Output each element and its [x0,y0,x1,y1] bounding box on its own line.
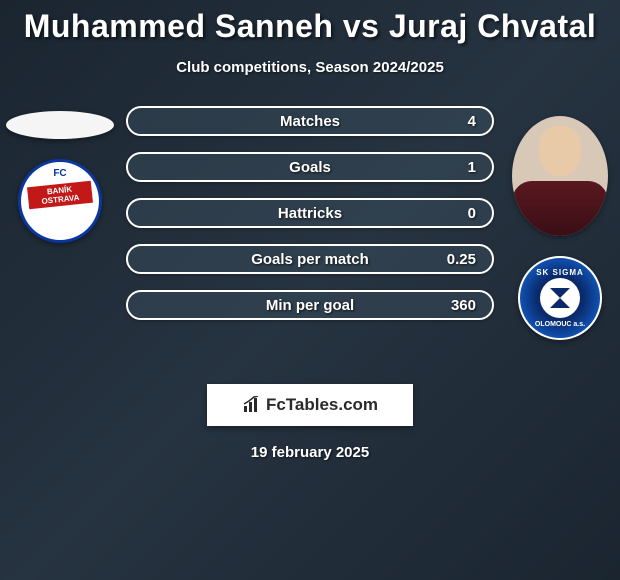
stat-row-gpm: Goals per match 0.25 [126,244,494,274]
stat-label: Min per goal [266,297,354,314]
stat-value: 4 [468,113,476,130]
infographic-container: Muhammed Sanneh vs Juraj Chvatal Club co… [0,0,620,461]
player-photo-right [512,116,608,236]
stat-value: 360 [451,297,476,314]
stat-value: 1 [468,159,476,176]
player-photo-left [6,111,114,139]
stat-label: Goals per match [251,251,369,268]
stat-row-hattricks: Hattricks 0 [126,198,494,228]
stat-label: Matches [280,113,340,130]
date-label: 19 february 2025 [251,444,369,461]
stat-label: Goals [289,159,331,176]
sigma-inner-icon [540,278,580,318]
stat-label: Hattricks [278,205,342,222]
stat-value: 0.25 [447,251,476,268]
stat-row-matches: Matches 4 [126,106,494,136]
stat-value: 0 [468,205,476,222]
stat-row-mpg: Min per goal 360 [126,290,494,320]
stats-column: Matches 4 Goals 1 Hattricks 0 Goals per … [120,106,500,320]
brand-box: FcTables.com [207,384,413,426]
main-row: Matches 4 Goals 1 Hattricks 0 Goals per … [0,106,620,340]
page-title: Muhammed Sanneh vs Juraj Chvatal [24,8,597,45]
stat-row-goals: Goals 1 [126,152,494,182]
subtitle: Club competitions, Season 2024/2025 [176,59,444,76]
left-player-column [0,106,120,243]
chart-icon [242,396,260,414]
brand-text: FcTables.com [266,395,378,415]
club-logo-sigma [518,256,602,340]
club-logo-banik [18,159,102,243]
right-player-column [500,106,620,340]
